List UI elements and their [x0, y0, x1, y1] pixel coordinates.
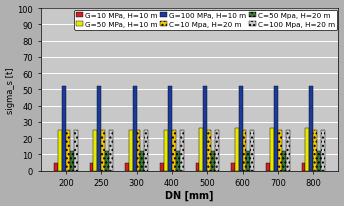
- Bar: [243, 130, 246, 171]
- Bar: [302, 163, 305, 171]
- Bar: [278, 130, 282, 171]
- Bar: [200, 129, 203, 171]
- Bar: [239, 87, 243, 171]
- Bar: [282, 151, 286, 171]
- Bar: [286, 130, 290, 171]
- Bar: [215, 130, 219, 171]
- Bar: [321, 130, 325, 171]
- Bar: [246, 151, 250, 171]
- Bar: [133, 87, 137, 171]
- Bar: [66, 130, 70, 171]
- Bar: [270, 129, 274, 171]
- Bar: [274, 87, 278, 171]
- Bar: [54, 163, 58, 171]
- Bar: [58, 130, 62, 171]
- Bar: [109, 130, 113, 171]
- Bar: [313, 130, 317, 171]
- Bar: [203, 87, 207, 171]
- Bar: [317, 151, 321, 171]
- Bar: [94, 130, 97, 171]
- Bar: [144, 130, 148, 171]
- Bar: [97, 87, 101, 171]
- Bar: [231, 163, 235, 171]
- Bar: [160, 163, 164, 171]
- Bar: [196, 163, 200, 171]
- Bar: [101, 130, 105, 171]
- Bar: [211, 151, 215, 171]
- Bar: [129, 130, 133, 171]
- Bar: [168, 87, 172, 171]
- Bar: [105, 151, 109, 171]
- Bar: [305, 129, 309, 171]
- Y-axis label: sigma_s [t]: sigma_s [t]: [6, 67, 14, 113]
- Bar: [176, 151, 180, 171]
- Bar: [172, 130, 176, 171]
- Legend: G=10 MPa, H=10 m, G=50 MPa, H=10 m, G=100 MPa, H=10 m, C=10 Mpa, H=20 m, C=50 Mp: G=10 MPa, H=10 m, G=50 MPa, H=10 m, G=10…: [74, 11, 337, 30]
- Bar: [62, 87, 66, 171]
- Bar: [137, 130, 140, 171]
- Bar: [125, 163, 129, 171]
- Bar: [207, 130, 211, 171]
- Bar: [140, 151, 144, 171]
- Bar: [164, 130, 168, 171]
- Bar: [180, 130, 184, 171]
- Bar: [266, 163, 270, 171]
- Bar: [309, 87, 313, 171]
- Bar: [70, 151, 74, 171]
- Bar: [74, 130, 78, 171]
- Bar: [235, 129, 239, 171]
- Bar: [89, 163, 94, 171]
- X-axis label: DN [mm]: DN [mm]: [165, 190, 214, 200]
- Bar: [250, 130, 254, 171]
